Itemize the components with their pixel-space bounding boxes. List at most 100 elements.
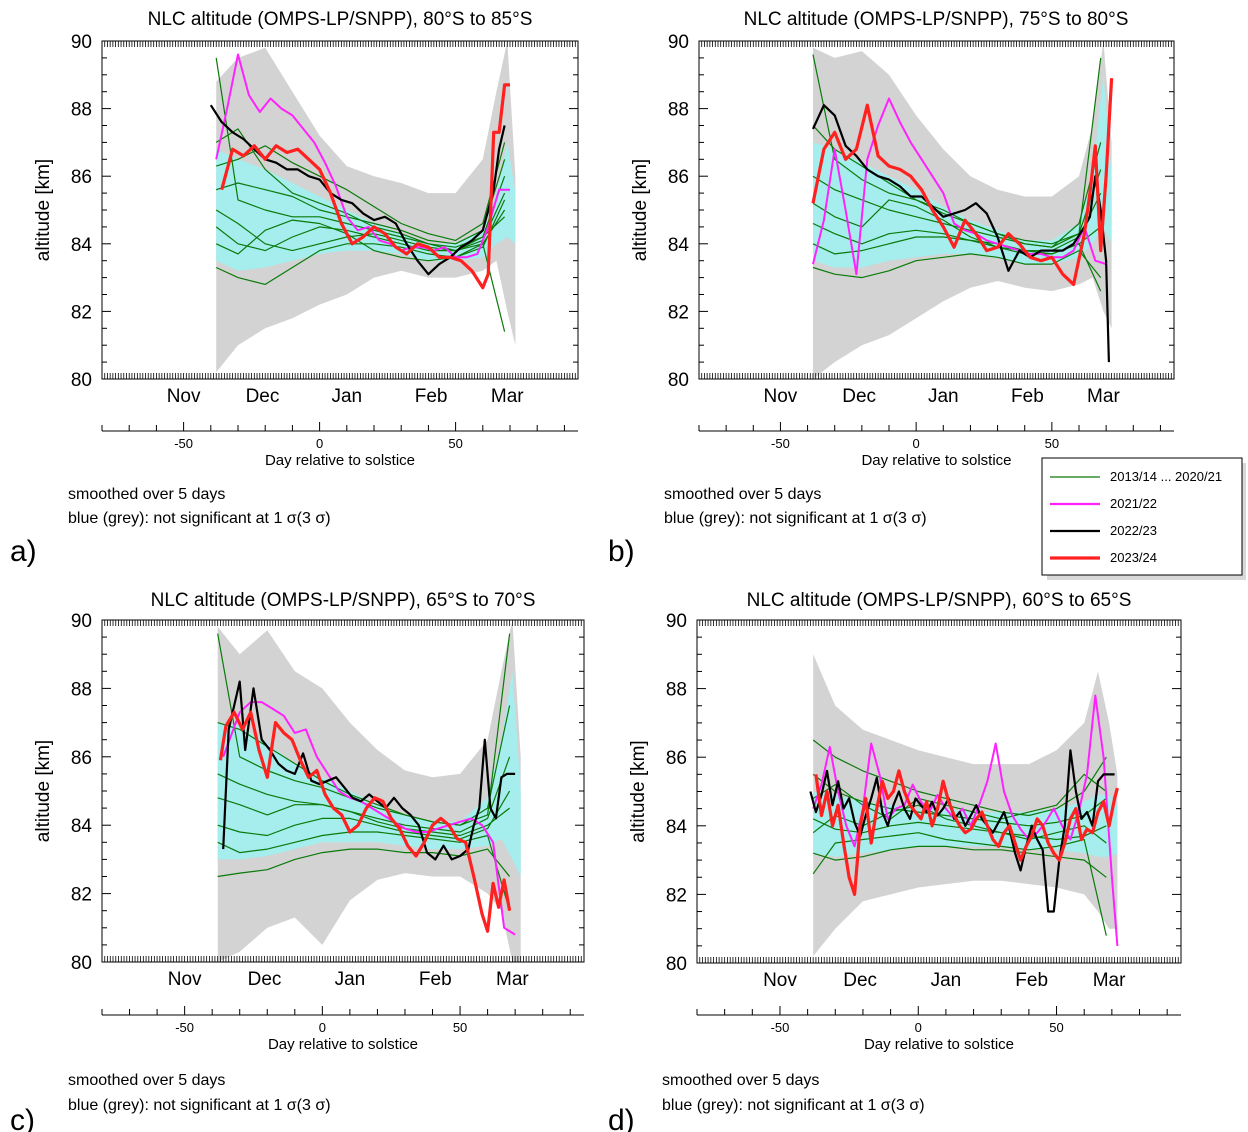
note-smoothing: smoothed over 5 days	[68, 486, 225, 503]
series-line-2023-24	[220, 83, 510, 290]
y-tick-label: 82	[666, 885, 687, 906]
month-label-nov: Nov	[167, 386, 201, 407]
series-line-historical	[215, 128, 506, 248]
month-label-jan: Jan	[331, 386, 362, 407]
band-3sigma	[217, 620, 521, 962]
series-line-historical	[812, 804, 1107, 844]
x-axis-day: -50 0 50 Day relative to solstice	[101, 1006, 584, 1053]
x-axis-label: Day relative to solstice	[864, 1036, 1014, 1053]
x-axis-day: -50 0 50 Day relative to solstice	[101, 422, 578, 469]
month-label-dec: Dec	[843, 970, 877, 991]
month-label-mar: Mar	[496, 969, 529, 990]
y-axis-label: altitude [km]	[628, 740, 649, 842]
panel-label: b)	[608, 535, 635, 568]
y-tick-label: 90	[71, 32, 92, 53]
y-axis-label: altitude [km]	[33, 740, 54, 842]
x-axis-label: Day relative to solstice	[861, 452, 1011, 469]
series-line-2023-24	[814, 769, 1119, 897]
y-tick-label: 90	[666, 611, 687, 632]
y-tick-label: 80	[668, 370, 689, 391]
panel-label: c)	[10, 1104, 35, 1132]
month-label-jan: Jan	[335, 969, 366, 990]
legend-label: 2013/14 ... 2020/21	[1110, 469, 1222, 484]
legend-label: 2023/24	[1110, 550, 1157, 565]
y-tick-label: 88	[666, 680, 687, 701]
y-tick-label: 86	[668, 167, 689, 188]
x-axis-top: Nov Dec Jan Feb Mar	[698, 41, 1175, 407]
series-line-2021-22	[215, 53, 510, 259]
chart-panel-3: 80 82 84 86 88 90 altitude [km] Nov Dec Jan Feb Mar…	[10, 590, 585, 1132]
note-smoothing: smoothed over 5 days	[68, 1072, 225, 1089]
note-smoothing: smoothed over 5 days	[664, 486, 821, 503]
band-3sigma	[216, 41, 516, 373]
day-tick-label: -50	[771, 1020, 790, 1035]
y-tick-label: 84	[666, 817, 688, 838]
y-tick-label: 82	[668, 302, 689, 323]
chart-panel-4: 80 82 84 86 88 90 altitude [km] Nov Dec Jan Feb Mar…	[608, 590, 1182, 1132]
month-label-feb: Feb	[415, 386, 448, 407]
month-label-nov: Nov	[764, 386, 798, 407]
series-line-historical	[217, 848, 511, 878]
note-significance: blue (grey): not significant at 1 σ(3 σ)	[68, 510, 331, 527]
y-tick-label: 88	[71, 100, 92, 121]
series-line-historical	[812, 739, 1107, 817]
x-axis-label: Day relative to solstice	[265, 452, 415, 469]
y-tick-label: 84	[71, 235, 93, 256]
month-label-nov: Nov	[763, 970, 797, 991]
note-significance: blue (grey): not significant at 1 σ(3 σ)	[662, 1097, 925, 1114]
note-smoothing: smoothed over 5 days	[662, 1072, 819, 1089]
x-axis-day: -50 0 50 Day relative to solstice	[696, 1006, 1181, 1053]
legend: 2013/14 ... 2020/21 2021/22 2022/23 2023/24	[1041, 457, 1246, 580]
x-axis-label: Day relative to solstice	[268, 1036, 418, 1053]
series-line-2023-24	[811, 78, 1114, 286]
series-line-2021-22	[222, 701, 516, 936]
y-tick-label: 86	[71, 167, 92, 188]
y-tick-label: 82	[71, 302, 92, 323]
plot-area	[809, 654, 1119, 957]
day-tick-label: 50	[1045, 436, 1059, 451]
plot-area	[209, 41, 516, 373]
month-label-dec: Dec	[246, 386, 280, 407]
chart-panel-2: 80 82 84 86 88 90 altitude [km] Nov Dec Jan Feb Mar…	[608, 9, 1175, 568]
day-tick-label: 50	[453, 1020, 467, 1035]
month-label-dec: Dec	[842, 386, 876, 407]
month-label-mar: Mar	[491, 386, 524, 407]
panel-label: d)	[608, 1104, 635, 1132]
day-tick-label: 50	[1049, 1020, 1063, 1035]
series-line-historical	[217, 790, 511, 840]
y-tick-label: 80	[71, 953, 92, 974]
month-label-feb: Feb	[1015, 970, 1048, 991]
y-axis-label: altitude [km]	[630, 159, 651, 261]
band-1sigma	[216, 142, 516, 271]
note-significance: blue (grey): not significant at 1 σ(3 σ)	[664, 510, 927, 527]
y-axis: 80 82 84 86 88 90 altitude [km]	[33, 32, 578, 391]
series-line-2023-24	[218, 710, 512, 933]
y-tick-label: 84	[71, 816, 93, 837]
day-tick-label: -50	[175, 1020, 194, 1035]
y-tick-label: 82	[71, 885, 92, 906]
y-tick-label: 80	[71, 370, 92, 391]
chart-title: NLC altitude (OMPS-LP/SNPP), 80°S to 85°…	[148, 9, 533, 30]
month-label-jan: Jan	[931, 970, 962, 991]
y-tick-label: 86	[666, 748, 687, 769]
series-line-historical	[812, 169, 1102, 248]
month-label-mar: Mar	[1087, 386, 1120, 407]
day-tick-label: 0	[319, 1020, 326, 1035]
x-axis-top: Nov Dec Jan Feb Mar	[101, 41, 579, 407]
month-label-jan: Jan	[928, 386, 959, 407]
series-line-historical	[215, 199, 506, 262]
day-tick-label: 0	[913, 436, 920, 451]
y-tick-label: 88	[668, 100, 689, 121]
y-tick-label: 86	[71, 748, 92, 769]
month-label-nov: Nov	[168, 969, 202, 990]
chart-title: NLC altitude (OMPS-LP/SNPP), 65°S to 70°…	[151, 590, 536, 611]
y-axis: 80 82 84 86 88 90 altitude [km]	[630, 32, 1174, 391]
y-tick-label: 90	[71, 611, 92, 632]
y-axis-label: altitude [km]	[33, 159, 54, 261]
panel-label: a)	[10, 535, 37, 568]
series-line-historical	[812, 54, 1102, 245]
month-label-feb: Feb	[419, 969, 452, 990]
x-axis-top: Nov Dec Jan Feb Mar	[696, 620, 1182, 991]
series-line-historical	[812, 773, 1107, 827]
